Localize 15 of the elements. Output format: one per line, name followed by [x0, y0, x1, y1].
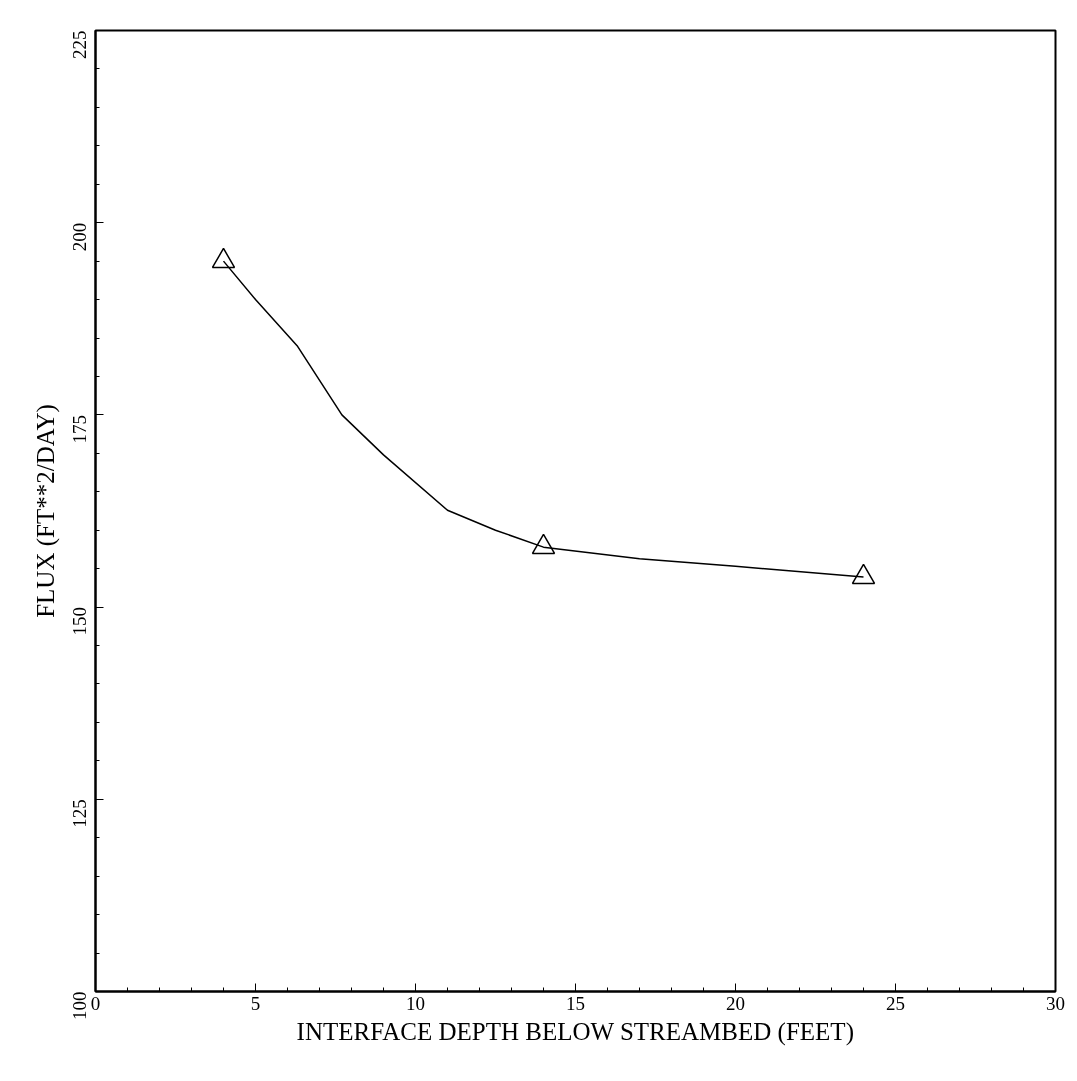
- y-tick-label: 225: [69, 30, 90, 59]
- x-tick-label: 0: [90, 992, 101, 1014]
- x-tick-label: 15: [566, 992, 585, 1014]
- y-axis-title: FLUX (FT**2/DAY): [31, 404, 60, 618]
- x-tick-label: 25: [886, 992, 905, 1014]
- y-tick-label: 175: [69, 414, 90, 444]
- y-tick-label: 100: [69, 991, 90, 1020]
- x-tick-label: 30: [1046, 992, 1065, 1014]
- y-tick-label: 125: [69, 799, 90, 828]
- x-axis-title: INTERFACE DEPTH BELOW STREAMBED (FEET): [296, 1017, 854, 1046]
- y-tick-label: 150: [69, 607, 90, 636]
- x-tick-label: 10: [406, 992, 425, 1014]
- x-tick-label: 20: [726, 992, 745, 1014]
- y-tick-label: 200: [69, 222, 90, 252]
- x-tick-label: 5: [250, 992, 261, 1014]
